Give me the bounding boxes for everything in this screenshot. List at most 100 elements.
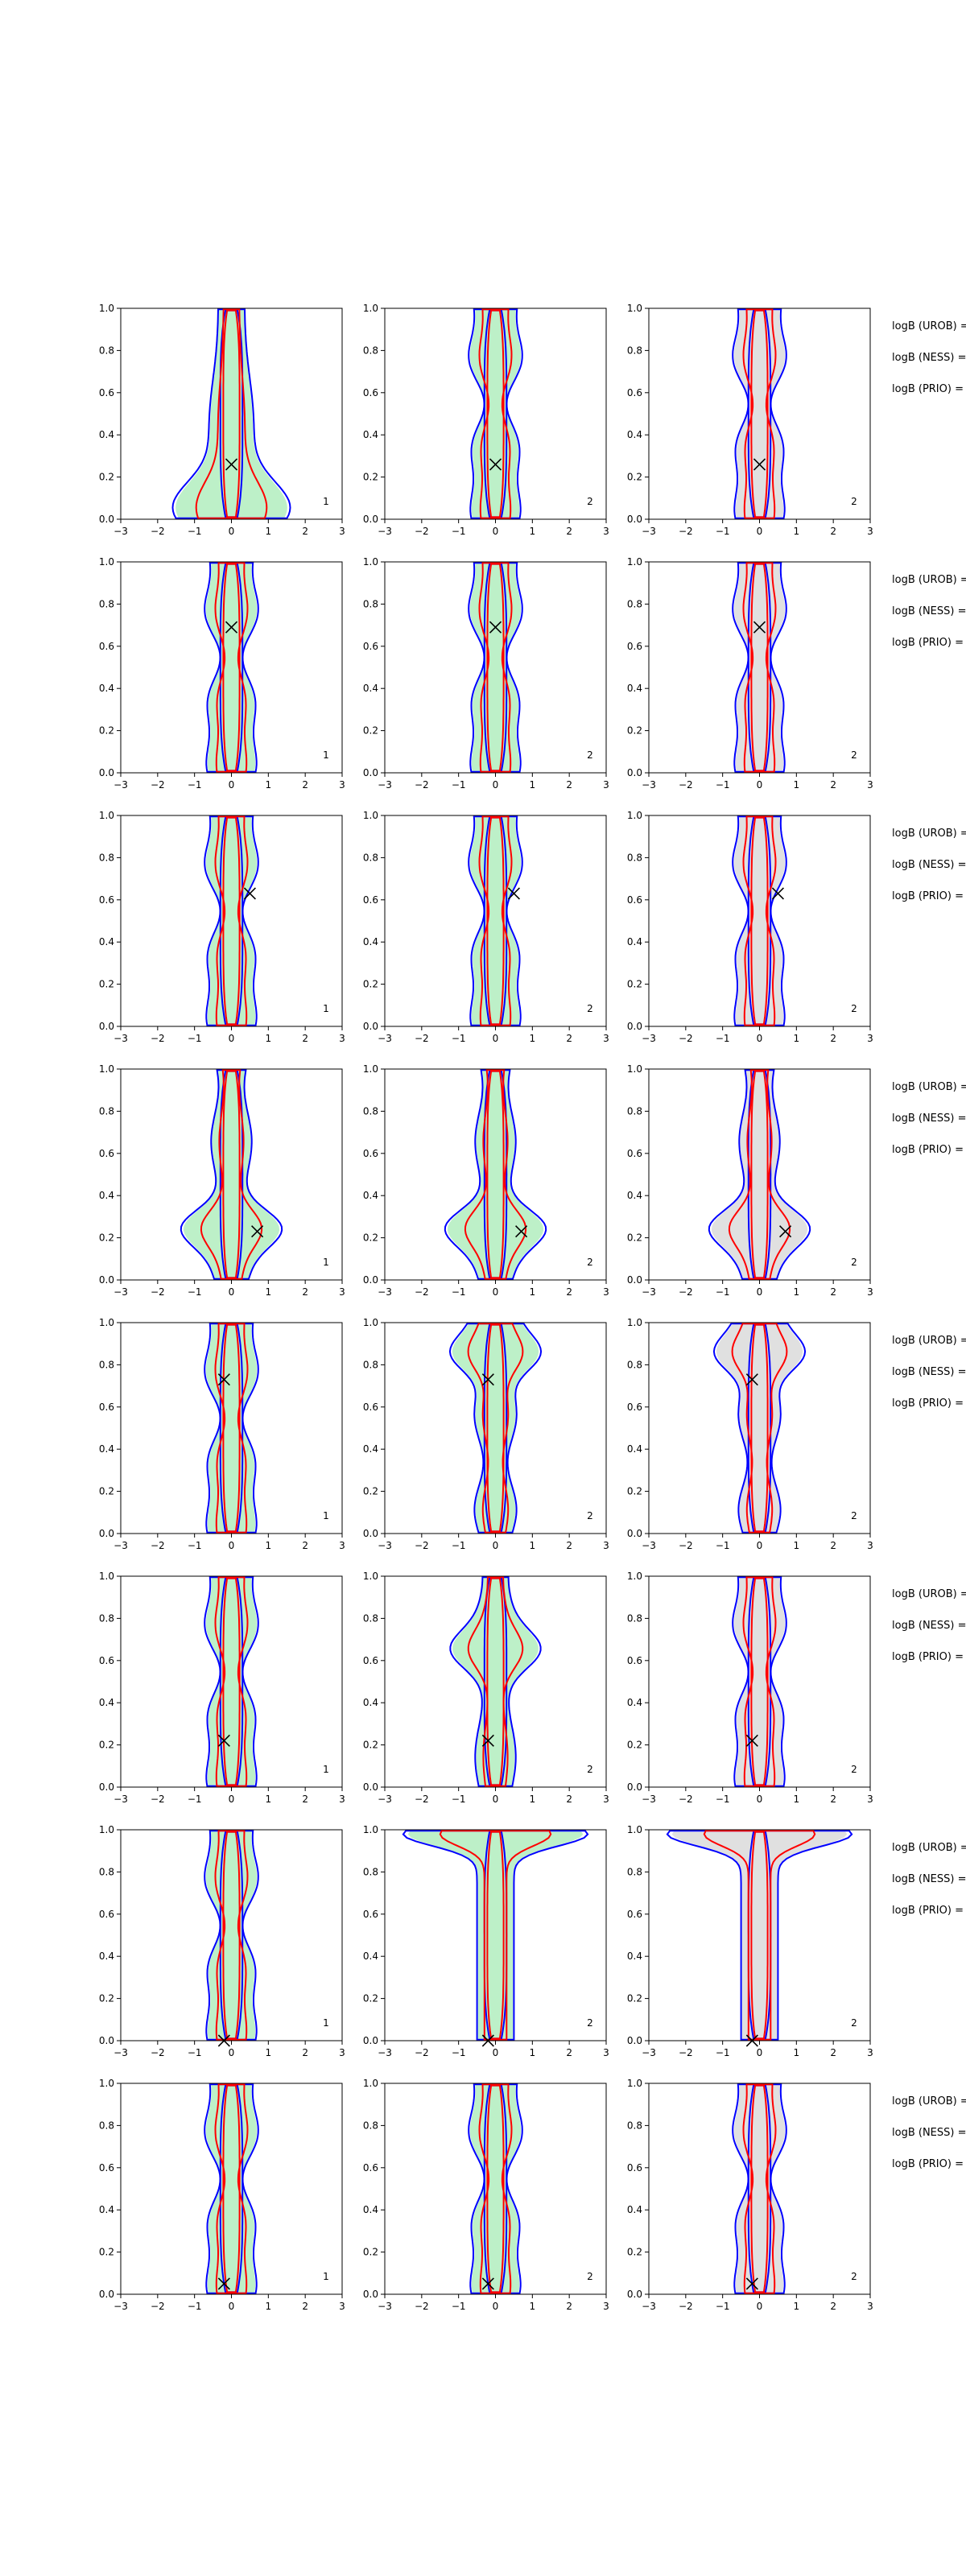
- x-tick-label: 0: [493, 1286, 499, 1298]
- y-tick-label: 0.8: [363, 598, 378, 609]
- plot-area: [204, 2083, 259, 2294]
- x-tick-label: 3: [339, 526, 345, 537]
- x-tick-label: 0: [493, 526, 499, 537]
- y-tick-label: 0.8: [363, 2120, 378, 2131]
- blue-contour-inner: [219, 2084, 244, 2293]
- panel-label: 2: [851, 749, 857, 761]
- blue-contour-inner: [219, 1323, 244, 1533]
- x-tick-label: 2: [302, 2047, 308, 2058]
- row-label: logB (PRIO) =: [892, 890, 964, 902]
- density-fill: [183, 1070, 280, 1279]
- x-tick-label: 0: [493, 779, 499, 791]
- panel-r1-c1: −3 −2 −1 0 1 2 3 0.0 0.2 0.4 0.6 0.8 1.0 1: [99, 303, 345, 537]
- red-contour-inner: [486, 563, 505, 772]
- x-tick-label: −1: [452, 779, 466, 791]
- x-tick-label: 2: [302, 1033, 308, 1044]
- y-tick-label: 1.0: [363, 2078, 378, 2089]
- y-tick-label: 0.6: [99, 1655, 114, 1666]
- y-tick-label: 1.0: [627, 810, 642, 821]
- panel-r8-c2: −3 −2 −1 0 1 2 3 0.0 0.2 0.4 0.6 0.8 1.0 2: [363, 2078, 609, 2312]
- marker-x: [753, 458, 766, 471]
- x-tick-label: 2: [830, 1286, 836, 1298]
- density-fill: [469, 563, 522, 772]
- y-tick-label: 0.2: [363, 979, 378, 990]
- x-tick-label: 1: [794, 526, 800, 537]
- row-label: logB (UROB) =: [892, 320, 966, 332]
- marker-x: [217, 2277, 230, 2290]
- x-tick-label: 3: [867, 1033, 873, 1044]
- x-tick-label: −2: [151, 526, 165, 537]
- y-tick-label: 0.4: [363, 1951, 378, 1962]
- panel-r7-c3: −3 −2 −1 0 1 2 3 0.0 0.2 0.4 0.6 0.8 1.0 2: [627, 1824, 873, 2058]
- x-tick-label: 2: [830, 779, 836, 791]
- y-tick-label: 0.6: [627, 1655, 642, 1666]
- x-tick-label: 1: [266, 526, 272, 537]
- x-tick-label: −3: [114, 1286, 128, 1298]
- panel-r6-c3: −3 −2 −1 0 1 2 3 0.0 0.2 0.4 0.6 0.8 1.0 2: [627, 1571, 873, 1805]
- y-tick-label: 0.2: [99, 979, 114, 990]
- y-tick-label: 0.4: [99, 429, 114, 440]
- y-tick-label: 0.4: [363, 1190, 378, 1201]
- x-tick-label: 1: [530, 526, 536, 537]
- blue-contour-outer: [468, 308, 523, 519]
- row-label: logB (PRIO) =: [892, 1144, 964, 1156]
- x-tick-label: −3: [114, 1033, 128, 1044]
- x-tick-label: 2: [302, 2301, 308, 2312]
- plot-area: [468, 815, 523, 1026]
- x-tick-label: 3: [339, 1286, 345, 1298]
- x-tick-label: −1: [716, 1286, 730, 1298]
- red-contour-outer: [478, 562, 513, 773]
- y-tick-label: 0.2: [363, 1740, 378, 1751]
- y-tick-label: 0.8: [627, 1359, 642, 1370]
- y-tick-label: 0.8: [99, 598, 114, 609]
- red-contour-inner: [750, 1577, 769, 1786]
- red-contour-inner: [750, 563, 769, 772]
- x-tick-label: 2: [830, 1794, 836, 1805]
- blue-contour-outer: [204, 1830, 259, 2041]
- y-tick-label: 0.0: [363, 767, 378, 778]
- x-tick-label: −2: [415, 526, 429, 537]
- y-tick-label: 0.8: [363, 1866, 378, 1877]
- x-tick-label: 1: [530, 1540, 536, 1551]
- y-tick-label: 1.0: [363, 1317, 378, 1328]
- y-tick-label: 0.8: [363, 1359, 378, 1370]
- plot-area: [732, 815, 787, 1026]
- y-tick-label: 0.6: [627, 387, 642, 398]
- x-tick-label: −1: [452, 2301, 466, 2312]
- plot-area: [712, 1323, 807, 1534]
- panel-label: 2: [587, 496, 593, 507]
- x-tick-label: 3: [603, 2047, 609, 2058]
- x-tick-label: −2: [415, 1033, 429, 1044]
- y-tick-label: 0.6: [363, 1402, 378, 1413]
- x-tick-label: 3: [603, 526, 609, 537]
- marker-x: [225, 458, 238, 471]
- x-tick-label: −2: [151, 1286, 165, 1298]
- x-tick-label: 2: [566, 1794, 572, 1805]
- red-contour-inner: [486, 1323, 505, 1533]
- row-label: logB (NESS) =: [892, 1113, 966, 1125]
- plot-area: [204, 815, 259, 1026]
- plot-area: [402, 1830, 589, 2041]
- panel-label: 1: [323, 496, 329, 507]
- y-tick-label: 0.6: [99, 1402, 114, 1413]
- row-label: logB (NESS) =: [892, 2127, 966, 2139]
- x-tick-label: −1: [716, 2047, 730, 2058]
- y-tick-label: 0.4: [363, 683, 378, 694]
- panel-r3-c2: −3 −2 −1 0 1 2 3 0.0 0.2 0.4 0.6 0.8 1.0 2: [363, 810, 609, 1044]
- x-tick-label: 3: [603, 1286, 609, 1298]
- y-tick-label: 0.4: [627, 1443, 642, 1455]
- x-tick-label: 1: [530, 2047, 536, 2058]
- y-tick-label: 0.8: [627, 1105, 642, 1117]
- x-tick-label: −2: [679, 1794, 693, 1805]
- x-tick-label: −3: [642, 779, 656, 791]
- panel-r2-c1: −3 −2 −1 0 1 2 3 0.0 0.2 0.4 0.6 0.8 1.0 1: [99, 556, 345, 791]
- x-tick-label: 3: [867, 1286, 873, 1298]
- density-fill: [469, 2084, 522, 2293]
- panel-r1-c2: −3 −2 −1 0 1 2 3 0.0 0.2 0.4 0.6 0.8 1.0 2: [363, 303, 609, 537]
- y-tick-label: 0.6: [99, 894, 114, 906]
- blue-contour-outer: [708, 1069, 811, 1280]
- marker-x: [771, 887, 784, 900]
- y-tick-label: 0.0: [627, 2035, 642, 2046]
- marker-x: [745, 1373, 758, 1386]
- row-label: logB (UROB) =: [892, 828, 966, 840]
